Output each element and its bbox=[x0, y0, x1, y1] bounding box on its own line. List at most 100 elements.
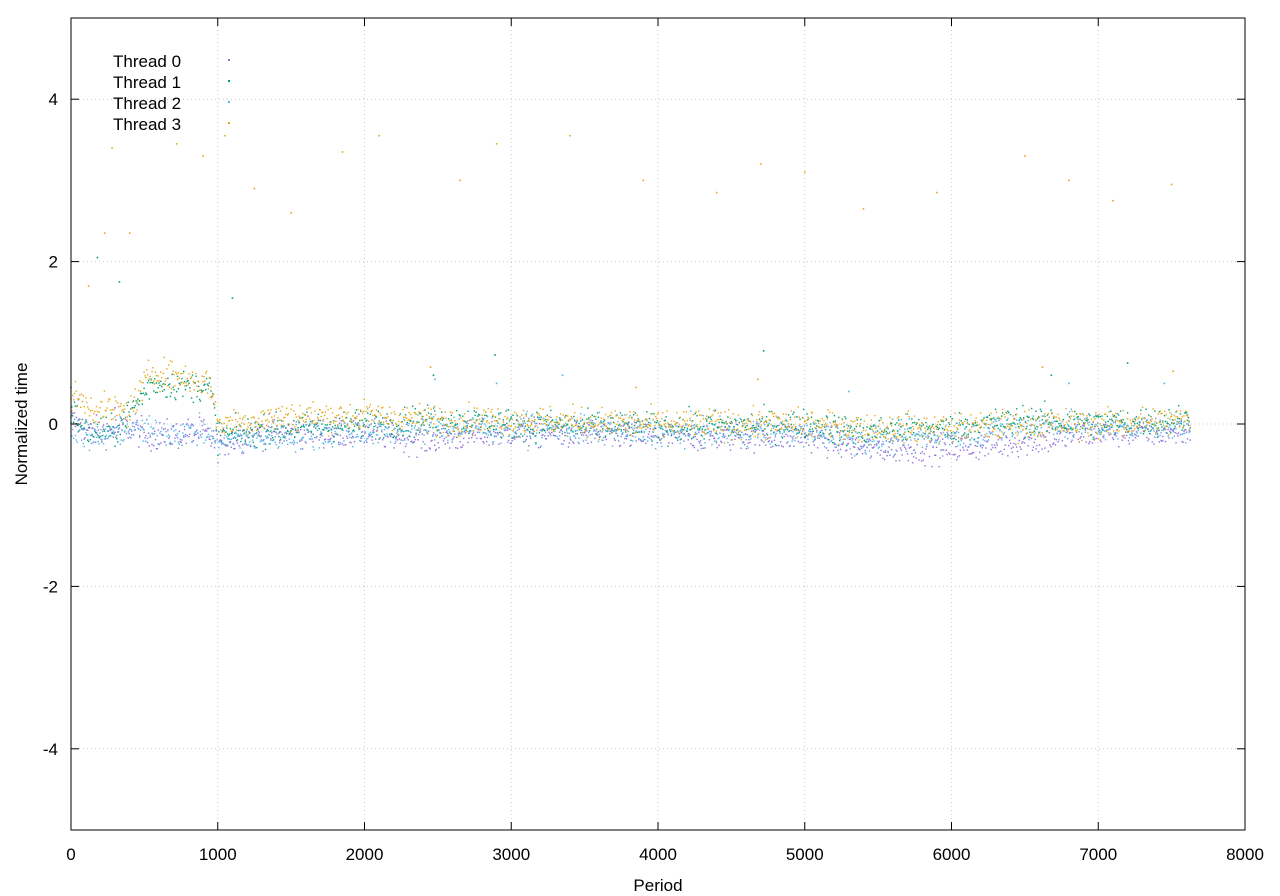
data-point bbox=[743, 434, 745, 436]
data-point bbox=[605, 425, 608, 427]
data-point bbox=[923, 437, 925, 440]
data-point bbox=[185, 442, 188, 445]
data-point bbox=[881, 443, 883, 445]
data-point bbox=[454, 424, 456, 426]
data-point bbox=[678, 433, 681, 435]
data-point bbox=[271, 432, 273, 434]
data-point bbox=[242, 416, 245, 418]
data-point bbox=[756, 423, 758, 425]
data-point bbox=[913, 415, 916, 417]
data-point bbox=[273, 419, 276, 421]
data-point bbox=[1096, 424, 1098, 426]
data-point bbox=[508, 435, 511, 437]
data-point bbox=[856, 432, 858, 434]
data-point bbox=[499, 425, 502, 428]
data-point bbox=[602, 427, 604, 430]
data-point bbox=[737, 414, 740, 416]
data-point bbox=[660, 427, 662, 430]
data-point bbox=[161, 383, 164, 386]
data-point bbox=[94, 430, 96, 432]
data-point bbox=[1039, 424, 1042, 426]
data-point bbox=[799, 429, 801, 432]
data-point bbox=[797, 429, 799, 431]
data-point bbox=[311, 438, 313, 440]
data-point bbox=[1011, 435, 1013, 437]
data-point bbox=[499, 431, 501, 434]
data-point bbox=[656, 420, 659, 422]
data-point bbox=[685, 430, 688, 432]
data-point bbox=[80, 425, 83, 427]
data-point bbox=[1099, 439, 1102, 441]
data-point bbox=[550, 434, 552, 437]
data-point bbox=[1162, 435, 1164, 438]
data-point bbox=[679, 430, 682, 432]
data-point bbox=[846, 437, 849, 439]
data-point bbox=[961, 422, 963, 425]
data-point bbox=[94, 430, 97, 432]
data-point bbox=[499, 412, 502, 414]
data-point bbox=[740, 447, 742, 449]
data-point bbox=[131, 425, 134, 427]
data-point bbox=[235, 426, 238, 428]
data-point bbox=[110, 428, 113, 430]
data-point bbox=[695, 425, 697, 427]
data-point bbox=[769, 436, 771, 439]
data-point bbox=[927, 428, 929, 431]
data-point bbox=[169, 441, 172, 444]
data-point bbox=[528, 445, 530, 447]
data-point bbox=[701, 428, 704, 430]
data-point bbox=[580, 432, 582, 434]
data-point bbox=[477, 423, 480, 425]
data-point bbox=[243, 443, 246, 445]
data-point bbox=[323, 443, 325, 445]
data-point bbox=[575, 422, 578, 424]
data-point bbox=[251, 430, 254, 432]
data-point bbox=[557, 422, 559, 424]
data-point bbox=[287, 424, 290, 426]
data-point bbox=[645, 428, 647, 431]
data-point bbox=[981, 420, 984, 423]
data-point bbox=[181, 377, 183, 380]
data-point bbox=[198, 398, 201, 401]
data-point bbox=[913, 421, 916, 424]
data-point bbox=[555, 421, 557, 424]
data-point bbox=[423, 434, 425, 436]
data-point bbox=[205, 439, 207, 441]
data-point bbox=[704, 433, 706, 435]
data-point bbox=[511, 418, 513, 421]
data-point bbox=[221, 430, 224, 432]
data-point bbox=[155, 374, 158, 377]
data-point bbox=[298, 415, 300, 417]
data-point bbox=[414, 438, 416, 441]
data-point bbox=[1132, 435, 1134, 437]
data-point bbox=[934, 434, 936, 436]
data-point bbox=[831, 434, 834, 437]
data-point bbox=[439, 431, 441, 434]
data-point bbox=[1145, 427, 1147, 429]
data-point bbox=[411, 440, 413, 442]
data-point bbox=[197, 436, 200, 438]
data-point bbox=[942, 431, 945, 434]
data-point bbox=[796, 436, 799, 438]
data-point bbox=[255, 421, 257, 423]
data-point bbox=[586, 418, 588, 420]
data-point bbox=[730, 432, 733, 434]
data-point bbox=[357, 436, 359, 438]
data-point bbox=[890, 437, 893, 439]
data-point bbox=[1072, 435, 1074, 437]
data-point bbox=[288, 433, 291, 435]
data-point bbox=[507, 417, 509, 419]
data-point bbox=[286, 439, 288, 442]
data-point bbox=[773, 439, 776, 441]
data-point bbox=[443, 428, 446, 430]
data-point bbox=[110, 418, 113, 421]
data-point bbox=[695, 433, 697, 435]
data-point bbox=[654, 427, 657, 430]
data-point bbox=[810, 452, 813, 454]
data-point bbox=[556, 416, 558, 418]
data-point bbox=[910, 446, 912, 448]
data-point bbox=[883, 431, 885, 434]
data-point bbox=[818, 432, 821, 435]
data-point bbox=[594, 424, 596, 427]
data-point bbox=[612, 421, 615, 424]
